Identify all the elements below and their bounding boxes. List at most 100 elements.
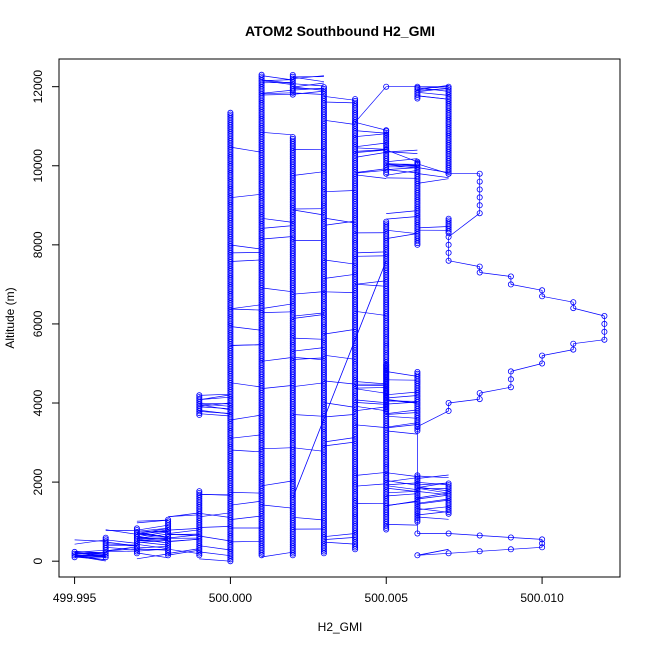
connecting-line	[292, 86, 324, 91]
connecting-line	[323, 541, 356, 545]
data-point	[71, 552, 78, 559]
profile-point	[383, 83, 390, 90]
connecting-line	[355, 387, 387, 389]
data-point	[383, 129, 390, 136]
connecting-line	[417, 95, 449, 100]
connecting-line	[136, 533, 169, 538]
connecting-line	[292, 312, 324, 317]
connecting-line	[199, 393, 231, 396]
connecting-line	[417, 491, 449, 496]
connecting-line	[386, 233, 418, 239]
connecting-line	[417, 506, 449, 511]
profile-point	[601, 320, 608, 327]
connecting-line	[136, 537, 169, 542]
connecting-line	[168, 548, 200, 555]
profile-point	[445, 407, 452, 414]
connecting-line	[386, 158, 418, 163]
connecting-line	[136, 527, 169, 532]
data-point	[102, 534, 109, 541]
data-point	[414, 370, 421, 377]
data-point	[383, 361, 390, 368]
connecting-line	[386, 169, 418, 174]
y-axis-label: Altitude (m)	[3, 287, 17, 348]
connecting-line	[105, 543, 137, 546]
profile-point	[539, 293, 546, 300]
data-point	[445, 482, 452, 489]
plot-area	[71, 71, 608, 565]
data-point	[289, 73, 296, 80]
connecting-line	[386, 395, 418, 399]
connecting-line	[136, 545, 169, 549]
y-tick-label: 12000	[31, 70, 45, 104]
data-point	[414, 86, 421, 93]
connecting-line	[355, 169, 387, 174]
profile-point	[414, 552, 421, 559]
data-point	[133, 528, 140, 535]
marker-column	[445, 215, 452, 236]
profile-line	[479, 272, 511, 277]
data-point	[227, 113, 234, 120]
data-point	[445, 215, 452, 222]
data-point	[196, 395, 203, 402]
profile-point	[570, 340, 577, 347]
connecting-line	[230, 500, 262, 506]
connecting-line	[292, 75, 324, 80]
data-point	[133, 525, 140, 532]
connecting-line	[261, 225, 293, 229]
connecting-line	[168, 538, 200, 542]
profile-line	[448, 533, 480, 536]
connecting-line	[168, 533, 200, 535]
connecting-line	[199, 535, 231, 542]
connecting-line	[417, 486, 449, 492]
connecting-line	[261, 303, 293, 309]
profile-point	[570, 346, 577, 353]
connecting-line	[355, 424, 387, 428]
data-point	[289, 135, 296, 142]
connecting-line	[105, 544, 137, 547]
marker-column	[133, 525, 140, 557]
connecting-line	[74, 539, 106, 545]
connecting-line	[199, 413, 231, 417]
connecting-line	[355, 151, 387, 158]
profile-point	[476, 186, 483, 193]
x-tick-label: 499.995	[53, 591, 97, 605]
profile-line	[448, 260, 480, 267]
connecting-line	[417, 499, 449, 505]
chart-title: ATOM2 Southbound H2_GMI	[245, 23, 435, 39]
plot-frame	[58, 58, 621, 578]
connecting-lines-layer	[74, 75, 605, 562]
profile-point	[445, 530, 452, 537]
data-point	[383, 218, 390, 225]
data-point	[165, 516, 172, 523]
profile-line	[417, 163, 449, 175]
connecting-line	[136, 519, 169, 522]
connecting-line	[230, 304, 262, 310]
connecting-line	[74, 551, 106, 554]
connecting-line	[355, 399, 387, 404]
profile-point	[539, 544, 546, 551]
y-tick-label: 0	[31, 558, 45, 565]
data-point	[383, 365, 390, 372]
connecting-line	[386, 501, 418, 506]
profile-point	[445, 233, 452, 240]
data-point	[414, 474, 421, 481]
connecting-line	[105, 548, 137, 552]
data-point	[289, 137, 296, 144]
data-point	[258, 73, 265, 80]
profile-point	[507, 368, 514, 375]
connecting-line	[292, 337, 324, 340]
connecting-line	[323, 414, 356, 418]
connecting-line	[199, 551, 231, 557]
data-point	[320, 87, 327, 94]
marker-column	[196, 488, 203, 559]
connecting-line	[261, 93, 293, 96]
connecting-line	[292, 76, 324, 83]
profile-point	[414, 158, 421, 165]
profile-point	[507, 281, 514, 288]
x-axis-label: H2_GMI	[318, 620, 363, 634]
profile-point	[476, 202, 483, 209]
connecting-line	[323, 273, 356, 279]
data-point	[196, 491, 203, 498]
data-point	[445, 217, 452, 224]
